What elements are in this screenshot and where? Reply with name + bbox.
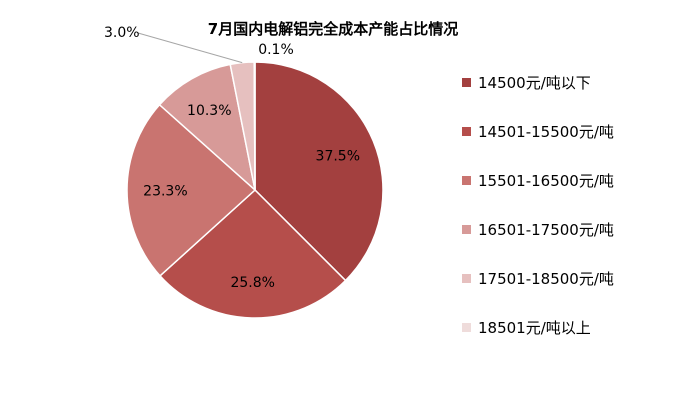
slice-label: 25.8% xyxy=(230,275,274,291)
pie-slice xyxy=(159,188,347,319)
legend-label: 14500元/吨以下 xyxy=(478,74,591,92)
slice-label: 37.5% xyxy=(316,149,360,165)
pie-slice xyxy=(254,61,384,282)
leader-line xyxy=(137,32,243,64)
legend: 14500元/吨以下 14501-15500元/吨 15501-16500元/吨 16… xyxy=(462,74,614,337)
legend-label: 14501-15500元/吨 xyxy=(478,123,614,141)
legend-label: 17501-18500元/吨 xyxy=(478,270,614,288)
chart-title: 7月国内电解铝完全成本产能占比情况 xyxy=(208,20,458,38)
leader-lines xyxy=(137,32,243,64)
pie-slice xyxy=(158,63,257,193)
legend-swatch xyxy=(462,176,471,185)
legend-swatch xyxy=(462,78,471,87)
legend-swatch xyxy=(462,225,471,234)
legend-label: 18501元/吨以上 xyxy=(478,319,591,337)
slice-label: 3.0% xyxy=(104,25,140,41)
slice-label: 0.1% xyxy=(258,42,294,58)
slice-label: 10.3% xyxy=(187,103,231,119)
pie-slice xyxy=(126,103,257,277)
legend-swatch xyxy=(462,274,471,283)
legend-label: 16501-17500元/吨 xyxy=(478,221,614,239)
legend-swatch xyxy=(462,323,471,332)
legend-swatch xyxy=(462,127,471,136)
pie-slice xyxy=(253,61,256,191)
slice-label: 23.3% xyxy=(143,183,187,199)
legend-label: 15501-16500元/吨 xyxy=(478,172,614,190)
slice-labels: 37.5% 25.8% 23.3% 10.3% 3.0% 0.1% xyxy=(104,25,360,291)
pie-slices xyxy=(126,61,384,319)
